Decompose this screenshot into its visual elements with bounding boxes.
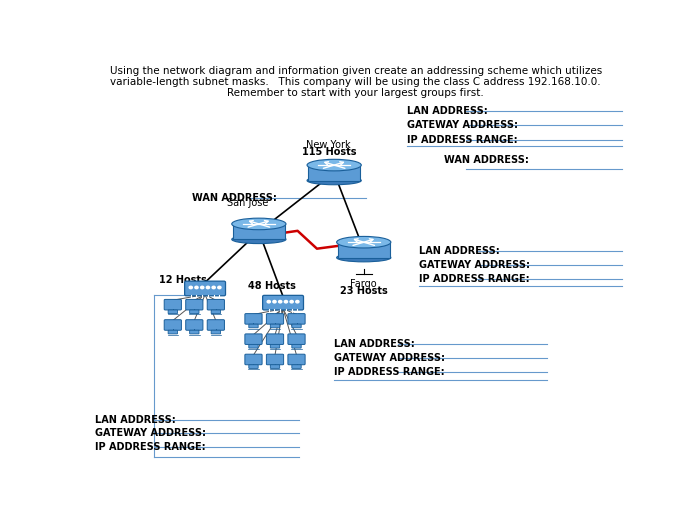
Circle shape [296,300,299,303]
FancyBboxPatch shape [189,330,199,334]
FancyBboxPatch shape [245,314,262,324]
Ellipse shape [232,235,286,243]
FancyBboxPatch shape [211,330,221,334]
Circle shape [290,300,294,303]
FancyBboxPatch shape [288,314,305,324]
Polygon shape [338,242,389,258]
FancyBboxPatch shape [245,334,262,345]
FancyBboxPatch shape [189,310,199,314]
FancyBboxPatch shape [266,354,284,365]
FancyBboxPatch shape [164,320,181,330]
Text: WAN ADDRESS:: WAN ADDRESS: [192,193,276,203]
Text: 48 Hosts: 48 Hosts [248,281,296,291]
Text: WAN ADDRESS:: WAN ADDRESS: [444,155,530,165]
FancyBboxPatch shape [288,354,305,365]
FancyBboxPatch shape [186,299,203,310]
FancyBboxPatch shape [211,310,221,314]
FancyBboxPatch shape [185,281,226,296]
Text: IP ADDRESS RANGE:: IP ADDRESS RANGE: [95,442,205,452]
FancyBboxPatch shape [271,324,280,328]
Text: LAN ADDRESS:: LAN ADDRESS: [95,415,176,425]
Text: Using the network diagram and information given create an addressing scheme whic: Using the network diagram and informatio… [110,66,602,76]
Circle shape [285,300,287,303]
Text: Fargo: Fargo [350,279,377,289]
Text: 12 Hosts: 12 Hosts [160,275,207,285]
Circle shape [201,286,204,289]
Circle shape [267,300,271,303]
Text: 23 Hosts: 23 Hosts [340,286,388,296]
Text: IP ADDRESS RANGE:: IP ADDRESS RANGE: [407,134,518,144]
Ellipse shape [232,218,286,230]
FancyBboxPatch shape [208,299,224,310]
Circle shape [212,286,215,289]
Text: variable-length subnet masks.   This company will be using the class C address 1: variable-length subnet masks. This compa… [110,77,601,87]
FancyBboxPatch shape [266,314,284,324]
FancyBboxPatch shape [292,365,301,368]
Text: LAN ADDRESS:: LAN ADDRESS: [407,106,487,116]
Ellipse shape [307,176,362,185]
Text: GATEWAY ADDRESS:: GATEWAY ADDRESS: [335,353,445,363]
Circle shape [195,286,198,289]
Ellipse shape [337,253,391,262]
FancyBboxPatch shape [208,320,224,330]
FancyBboxPatch shape [271,345,280,348]
FancyBboxPatch shape [245,354,262,365]
Text: IP ADDRESS RANGE:: IP ADDRESS RANGE: [418,274,530,284]
FancyBboxPatch shape [288,334,305,345]
Circle shape [278,300,282,303]
Text: New York: New York [307,141,351,151]
FancyBboxPatch shape [292,345,301,348]
FancyBboxPatch shape [168,310,178,314]
FancyBboxPatch shape [271,365,280,368]
Text: Remember to start with your largest groups first.: Remember to start with your largest grou… [228,88,484,98]
FancyBboxPatch shape [292,324,301,328]
Polygon shape [233,224,285,239]
FancyBboxPatch shape [266,334,284,345]
Text: GATEWAY ADDRESS:: GATEWAY ADDRESS: [95,428,206,438]
Text: San Jose: San Jose [228,198,269,208]
FancyBboxPatch shape [186,320,203,330]
Polygon shape [308,165,360,181]
Circle shape [273,300,276,303]
FancyBboxPatch shape [168,330,178,334]
Text: LAN ADDRESS:: LAN ADDRESS: [418,246,500,256]
FancyBboxPatch shape [249,365,258,368]
Ellipse shape [307,159,362,171]
FancyBboxPatch shape [164,299,181,310]
Ellipse shape [337,237,391,248]
Circle shape [189,286,192,289]
Text: GATEWAY ADDRESS:: GATEWAY ADDRESS: [407,120,518,130]
Circle shape [218,286,221,289]
Text: 115 Hosts: 115 Hosts [301,147,356,157]
FancyBboxPatch shape [262,295,303,310]
Circle shape [206,286,210,289]
FancyBboxPatch shape [249,345,258,348]
Text: IP ADDRESS RANGE:: IP ADDRESS RANGE: [335,367,445,377]
Text: GATEWAY ADDRESS:: GATEWAY ADDRESS: [418,260,530,270]
FancyBboxPatch shape [249,324,258,328]
Text: LAN ADDRESS:: LAN ADDRESS: [335,339,415,349]
